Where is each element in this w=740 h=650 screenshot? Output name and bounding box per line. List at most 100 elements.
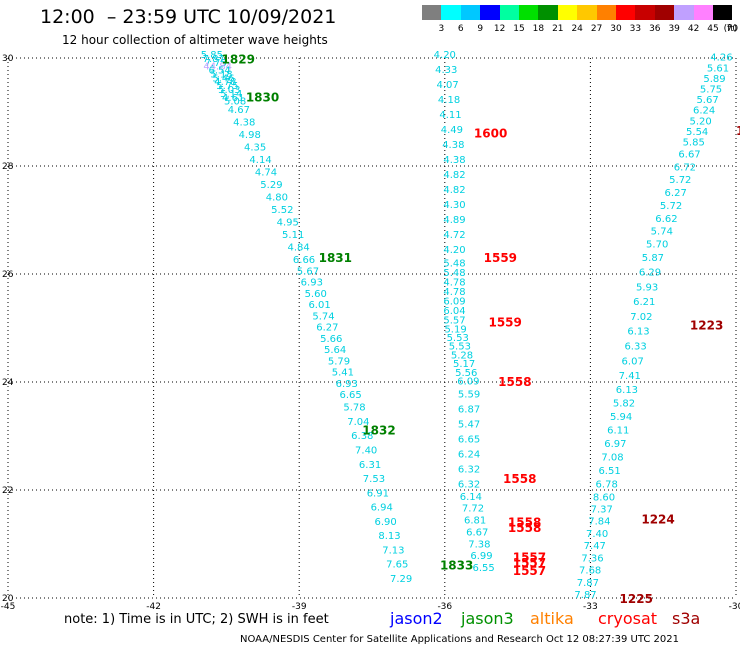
- track-b-swh-value: 6.32: [458, 479, 480, 490]
- track-a-swh-value: 5.14: [220, 89, 242, 100]
- wave-height-color-scale: 3 6 9 12 15 18 21 24 27 30 33 36 39 42 45 70 (ft): [422, 5, 738, 39]
- track-b-swh-value: 6.55: [472, 563, 494, 574]
- track-a-swh-value: 4.38: [233, 117, 255, 128]
- track-b-swh-value: 6.04: [443, 306, 465, 317]
- track-c-swh-value: 7.40: [586, 529, 608, 540]
- track-c-swh-value: 6.24: [693, 106, 715, 117]
- track-a-swh-value: 6.94: [371, 503, 393, 514]
- pass-time-label: 1831: [319, 251, 352, 265]
- track-a-swh-value: 7.04: [347, 417, 369, 428]
- track-a-swh-value: 5.52: [271, 205, 293, 216]
- pass-time-label: 12: [736, 124, 740, 138]
- color-scale-swatch: [460, 5, 481, 20]
- track-a-swh-value: 5.60: [305, 289, 327, 300]
- pass-time-label: 1830: [246, 90, 279, 104]
- track-b-swh-value: 6.65: [458, 434, 480, 445]
- track-a-swh-value: 7.65: [386, 560, 408, 571]
- track-a-swh-value: 6.54: [208, 66, 230, 77]
- track-a-swh-value: 5.46: [212, 73, 234, 84]
- track-b-swh-value: 5.47: [458, 419, 480, 430]
- pass-time-label: 1832: [362, 424, 395, 438]
- track-a-swh-value: 6.90: [374, 517, 396, 528]
- track-a-swh-value: 6.38: [351, 431, 373, 442]
- track-a-swh-value: 6.66: [293, 255, 315, 266]
- track-b-swh-value: 6.81: [464, 516, 486, 527]
- track-c-swh-value: 7.87: [574, 590, 596, 601]
- track-a-swh-value: 6.65: [340, 390, 362, 401]
- track-c-swh-value: 8.60: [593, 492, 615, 503]
- track-a-swh-value: 4.84: [287, 243, 309, 254]
- track-c-swh-value: 5.67: [696, 95, 718, 106]
- pass-time-label: 1600: [474, 127, 507, 141]
- lat-lon-grid: [7, 57, 737, 599]
- track-a-swh-value: 5.85: [201, 50, 223, 61]
- pass-time-label: 1829: [222, 53, 255, 67]
- pass-time-label: 1558: [498, 375, 531, 389]
- track-c-swh-value: 6.33: [624, 341, 646, 352]
- track-a-swh-value: 7.53: [363, 474, 385, 485]
- track-b-swh-value: 4.20: [443, 245, 465, 256]
- swh-track-values: 5.857.877.7544.846.545.185.464.785.755.0…: [201, 50, 733, 601]
- track-c-swh-value: 7.41: [619, 371, 641, 382]
- track-b-swh-value: 4.78: [443, 277, 465, 288]
- lon-tick-label: -45: [1, 602, 16, 612]
- track-c-swh-value: 6.72: [674, 162, 696, 173]
- pass-time-label: 1223: [690, 318, 723, 332]
- track-b-swh-value: 7.72: [462, 504, 484, 515]
- track-c-swh-value: 7.36: [581, 553, 603, 564]
- mission-legend-item: jason2: [390, 609, 443, 628]
- track-c-swh-value: 6.27: [665, 188, 687, 199]
- track-b-swh-value: 6.14: [460, 492, 482, 503]
- track-a-swh-value: 4.95: [277, 218, 299, 229]
- color-scale-swatch: [557, 5, 578, 20]
- lat-tick-label: 26: [2, 270, 14, 280]
- track-b-swh-value: 6.32: [458, 464, 480, 475]
- color-scale-swatch: [654, 5, 675, 20]
- track-b-swh-value: 4.49: [441, 125, 463, 136]
- pass-time-label: 1558: [503, 472, 536, 486]
- track-c-swh-value: 6.62: [655, 214, 677, 225]
- map-title: 12:00 – 23:59 UTC 10/09/2021: [40, 6, 337, 28]
- color-scale-label: 9: [477, 24, 484, 34]
- color-scale-label: 42: [687, 24, 700, 34]
- track-b-swh-value: 4.30: [443, 200, 465, 211]
- track-c-swh-value: 5.20: [690, 116, 712, 127]
- color-scale-swatch: [635, 5, 655, 20]
- pass-time-label: 1559: [484, 251, 517, 265]
- color-scale-swatch: [441, 5, 461, 20]
- track-a-swh-value: 4.98: [239, 130, 261, 141]
- track-c-swh-value: 6.67: [678, 150, 700, 161]
- track-c-swh-value: 6.21: [633, 297, 655, 308]
- color-scale-swatch: [538, 5, 558, 20]
- pass-time-label: 1558: [508, 521, 541, 535]
- track-b-swh-value: 7.38: [468, 539, 490, 550]
- color-scale-label: 21: [552, 24, 564, 34]
- lon-tick-label: -36: [437, 602, 452, 612]
- pass-time-label: 1833: [440, 559, 473, 573]
- track-a-swh-value: 5.75: [216, 81, 238, 92]
- track-b-swh-value: 5.53: [447, 333, 469, 344]
- track-b-swh-value: 6.67: [466, 527, 488, 538]
- track-b-swh-value: 6.87: [458, 404, 480, 415]
- track-c-swh-value: 7.37: [591, 505, 613, 516]
- track-b-swh-value: 5.28: [451, 350, 473, 361]
- track-b-swh-value: 4.20: [434, 50, 456, 61]
- lat-tick-label: 22: [2, 486, 13, 496]
- track-b-swh-value: 6.24: [458, 449, 480, 460]
- track-a-swh-value: 7.87: [203, 54, 225, 65]
- track-c-swh-value: 6.29: [639, 268, 661, 279]
- color-scale-label: 39: [668, 24, 680, 34]
- color-scale-swatch: [519, 5, 539, 20]
- track-a-swh-value: 5.18: [210, 69, 232, 80]
- track-c-swh-value: 5.75: [700, 85, 722, 96]
- track-c-swh-value: 5.72: [669, 175, 691, 186]
- color-scale-swatch: [674, 5, 694, 20]
- color-scale-label: 36: [649, 24, 661, 34]
- track-c-swh-value: 7.08: [601, 452, 623, 463]
- track-c-swh-value: 5.61: [707, 63, 729, 74]
- track-a-swh-value: 6.91: [367, 488, 389, 499]
- color-scale-label: 30: [610, 24, 622, 34]
- color-scale-label: 33: [629, 24, 642, 34]
- color-scale-swatch: [616, 5, 636, 20]
- track-b-swh-value: 4.78: [443, 287, 465, 298]
